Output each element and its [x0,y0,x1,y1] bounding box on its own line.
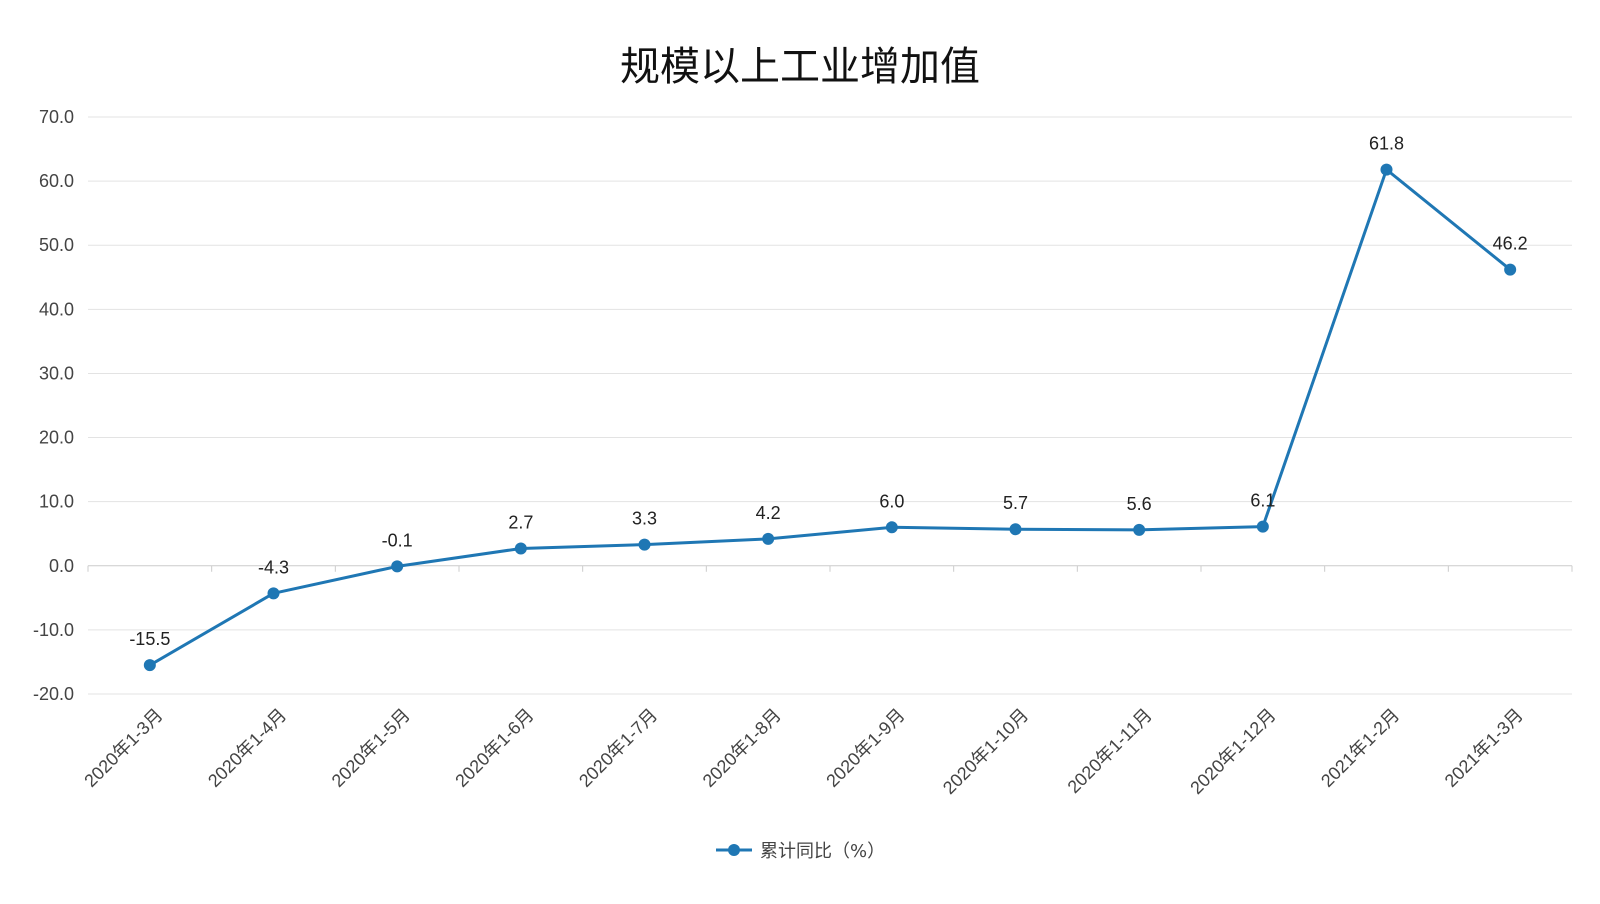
data-point[interactable] [762,532,775,545]
data-label: -4.3 [258,557,289,577]
data-label: -0.1 [382,530,413,550]
grid-lines [88,116,1572,695]
x-tick-label: 2020年1-9月 [822,705,908,791]
data-point[interactable] [143,659,156,672]
data-point[interactable] [1380,163,1393,176]
data-label: -15.5 [129,629,170,649]
x-tick-label: 2020年1-6月 [451,705,537,791]
x-tick-label: 2021年1-3月 [1441,705,1527,791]
y-tick-label: 0.0 [49,556,74,576]
data-label: 6.0 [879,491,904,511]
y-tick-label: -20.0 [33,684,74,704]
data-point[interactable] [638,538,651,551]
data-label: 4.2 [756,503,781,523]
data-label: 61.8 [1369,134,1404,154]
y-axis: -20.0 -10.0 0.0 10.0 20.0 30.0 40.0 50.0 60.0 70.… [33,107,74,704]
y-tick-label: 60.0 [39,171,74,191]
data-point[interactable] [1133,523,1146,536]
legend[interactable]: 累计同比（%） [716,841,885,862]
series-layer [149,168,1512,667]
series-line [149,168,1512,667]
x-tick-label: 2020年1-12月 [1186,705,1279,798]
data-label: 3.3 [632,509,657,529]
y-tick-label: -10.0 [33,620,74,640]
x-tick-label: 2021年1-2月 [1317,705,1403,791]
data-point[interactable] [514,542,527,555]
x-tick-label: 2020年1-10月 [939,705,1032,798]
data-label: 2.7 [508,512,533,532]
legend-marker-icon [728,844,740,856]
data-label: 5.7 [1003,493,1028,513]
data-label: 6.1 [1250,491,1275,511]
x-tick-label: 2020年1-7月 [575,705,661,791]
chart-title: 规模以上工业增加值 [620,44,980,90]
legend-label: 累计同比（%） [760,841,885,862]
data-label: 46.2 [1493,234,1528,254]
data-point[interactable] [391,560,404,573]
x-axis: 2020年1-3月 2020年1-4月 2020年1-5月 2020年1-6月 2020… [80,565,1573,798]
x-tick-label: 2020年1-4月 [204,705,290,791]
data-label: 5.6 [1127,494,1152,514]
x-tick-label: 2020年1-11月 [1064,705,1156,797]
y-tick-label: 70.0 [39,107,74,127]
y-tick-label: 20.0 [39,428,74,448]
y-tick-label: 50.0 [39,235,74,255]
data-labels: -15.5 -4.3 -0.1 2.7 3.3 4.2 6.0 5.7 5.6 6.1 61.8 46… [129,134,1527,650]
x-tick-label: 2020年1-5月 [328,705,414,791]
data-points [143,163,1517,672]
x-tick-label: 2020年1-8月 [699,705,785,791]
data-point[interactable] [1009,523,1022,536]
x-tick-label: 2020年1-3月 [80,705,166,791]
y-tick-label: 30.0 [39,363,74,383]
data-point[interactable] [267,587,280,600]
data-point[interactable] [885,521,898,534]
data-point[interactable] [1504,263,1517,276]
data-point[interactable] [1256,520,1269,533]
y-tick-label: 10.0 [39,492,74,512]
y-tick-label: 40.0 [39,299,74,319]
